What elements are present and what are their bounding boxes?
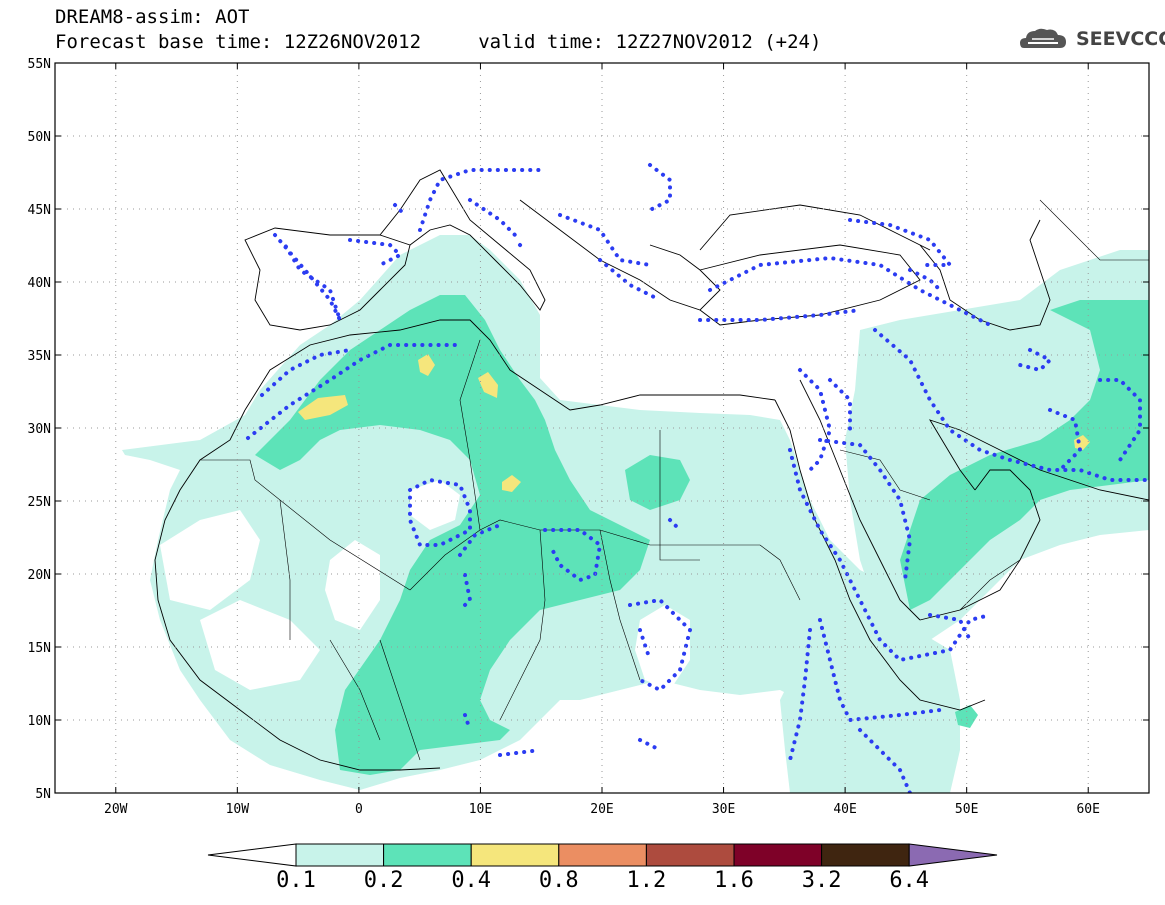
lat-label: 20N	[28, 568, 51, 583]
forecast-time-line: Forecast base time: 12Z26NOV2012 valid t…	[55, 31, 822, 53]
aot-region-0.4-morocco	[298, 395, 348, 420]
coast-turkey	[699, 244, 921, 326]
colorbar-swatch	[295, 843, 385, 867]
aot-region-0.1-eastafrica	[780, 640, 900, 793]
coast-gulf	[928, 419, 1149, 501]
latitude-labels: 5N 10N 15N 20N 25N 30N 35N 40N 45N 50N 55N	[28, 57, 51, 802]
lon-label: 0	[355, 802, 363, 817]
lat-label: 55N	[28, 57, 51, 72]
colorbar-swatch	[383, 843, 472, 867]
colorbar-label: 0.8	[538, 868, 579, 893]
aot-hole-3	[410, 480, 460, 530]
coast-arabia-west	[799, 379, 921, 621]
aot-region-0.2-egypt	[625, 455, 690, 510]
aot-region-0.4-gulf	[1074, 435, 1090, 450]
colorbar-swatch	[470, 843, 560, 867]
map-title: DREAM8-assim: AOT	[55, 6, 250, 28]
colorbar-swatch	[821, 843, 910, 867]
lat-label: 30N	[28, 422, 51, 437]
aot-region-0.4-algeria	[418, 354, 435, 376]
lon-label: 10E	[469, 802, 492, 817]
lat-label: 35N	[28, 349, 51, 364]
lat-label: 5N	[35, 787, 51, 802]
longitude-labels: 20W 10W 0 10E 20E 30E 40E 50E 60E	[104, 802, 1100, 817]
colorbar	[207, 843, 998, 867]
colorbar-label: 0.1	[276, 868, 316, 893]
lat-label: 40N	[28, 276, 51, 291]
lat-label: 25N	[28, 495, 51, 510]
borders	[200, 199, 1149, 761]
lon-label: 50E	[955, 802, 978, 817]
lat-label: 45N	[28, 203, 51, 218]
lat-label: 15N	[28, 641, 51, 656]
aot-fields	[122, 235, 1149, 793]
coast-europe	[244, 227, 411, 331]
lon-label: 20E	[590, 802, 613, 817]
lat-label: 10N	[28, 714, 51, 729]
colorbar-swatch	[733, 843, 823, 867]
aot-region-0.2-somalia	[955, 705, 978, 728]
lon-label: 40E	[833, 802, 856, 817]
lon-label: 10W	[226, 802, 250, 817]
colorbar-over-arrow	[908, 843, 998, 867]
colorbar-label: 3.2	[801, 868, 842, 893]
aot-region-0.4-libya	[478, 372, 498, 398]
coast-france-italy	[379, 169, 546, 311]
colorbar-label: 0.4	[451, 868, 492, 893]
coast-blacksea	[699, 204, 931, 251]
colorbar-label: 6.4	[889, 868, 930, 893]
aot-hole-7	[420, 770, 520, 793]
dust-contours	[246, 163, 1149, 793]
colorbar-label: 1.6	[714, 868, 754, 893]
lon-label: 30E	[712, 802, 735, 817]
lat-label: 50N	[28, 130, 51, 145]
colorbar-swatch	[645, 843, 735, 867]
gridlines	[55, 63, 1149, 793]
coast-balkans	[519, 199, 721, 311]
aot-region-0.2-arabia	[900, 300, 1149, 610]
colorbar-label: 1.2	[626, 868, 667, 893]
colorbar-under-arrow	[207, 843, 297, 867]
aot-region-0.2-sahara	[255, 295, 650, 775]
coast-westafrica	[154, 409, 441, 771]
cloud-logo-icon	[1020, 28, 1066, 48]
aot-hole-5	[635, 605, 690, 690]
coast-caspian	[919, 219, 1051, 331]
aot-region-0.4-central	[502, 475, 521, 492]
seevccc-logo: SEEVCCC	[1018, 24, 1165, 54]
colorbar-label: 0.2	[363, 868, 404, 893]
logo-text: SEEVCCC	[1076, 28, 1165, 50]
axis-ticks	[55, 62, 1149, 794]
colorbar-swatch	[558, 843, 647, 867]
coast-redsea	[774, 399, 986, 711]
aot-hole-1	[160, 510, 260, 610]
coast-arabia-south	[919, 469, 1041, 621]
lon-label: 20W	[104, 802, 128, 817]
lon-label: 60E	[1076, 802, 1099, 817]
